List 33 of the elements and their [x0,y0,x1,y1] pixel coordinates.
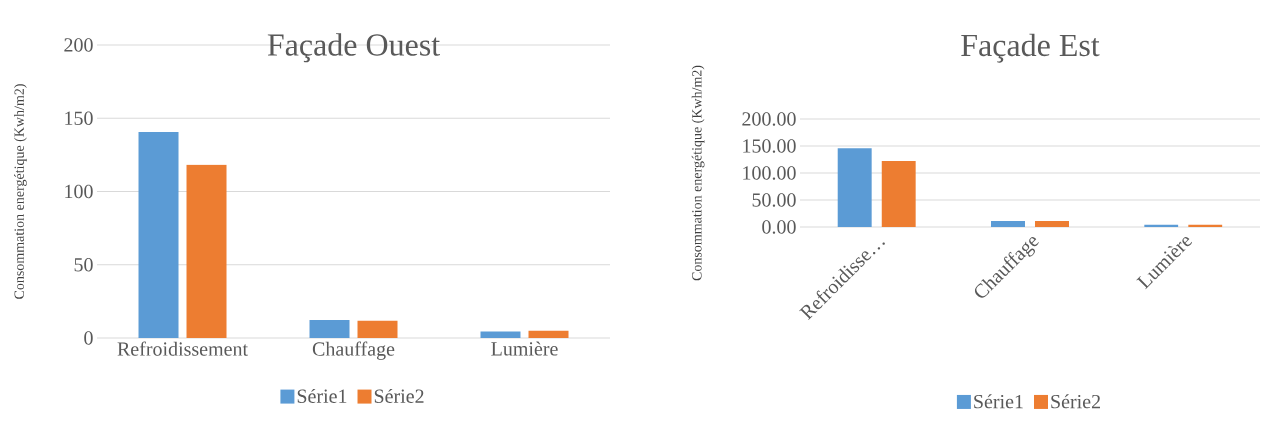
bar [881,161,916,227]
legend-label: Série1 [297,388,347,403]
y-tick-label: 100 [65,184,93,199]
y-tick-label: 150.00 [743,139,796,153]
bar [991,221,1025,227]
bar [1188,224,1223,227]
bar [1144,224,1179,227]
x-tick-label: Chauffage [312,341,395,360]
bar [837,148,872,227]
bar [186,164,227,338]
x-tick-label: Refroidissement [117,341,248,356]
bar [357,320,398,338]
y-tick-label: 50 [74,257,93,272]
legend-label: Série1 [974,394,1023,409]
y-tick-label: 200 [64,38,93,52]
chart-title: Façade Est [961,33,1100,63]
chart-title: Façade Ouest [267,33,440,63]
y-tick-label: 150 [65,111,93,125]
y-tick-label: 0.00 [762,220,796,234]
x-tick-label: Lumière [491,341,558,356]
bar [528,330,569,338]
y-tick-label: 100.00 [743,166,796,180]
legend-label: Série2 [374,388,424,403]
y-tick-label: 200.00 [742,112,796,126]
bar [138,132,179,338]
bar [480,331,521,338]
y-axis-title: Consommation energétique (Kwh/m2) [14,84,27,299]
legend-label: Série2 [1051,394,1100,409]
y-tick-label: 0 [84,331,93,345]
bar [1035,221,1069,227]
bar [309,320,350,338]
y-tick-label: 50.00 [752,193,796,207]
y-axis-title: Consommation energétique (Kwh/m2) [691,65,705,281]
